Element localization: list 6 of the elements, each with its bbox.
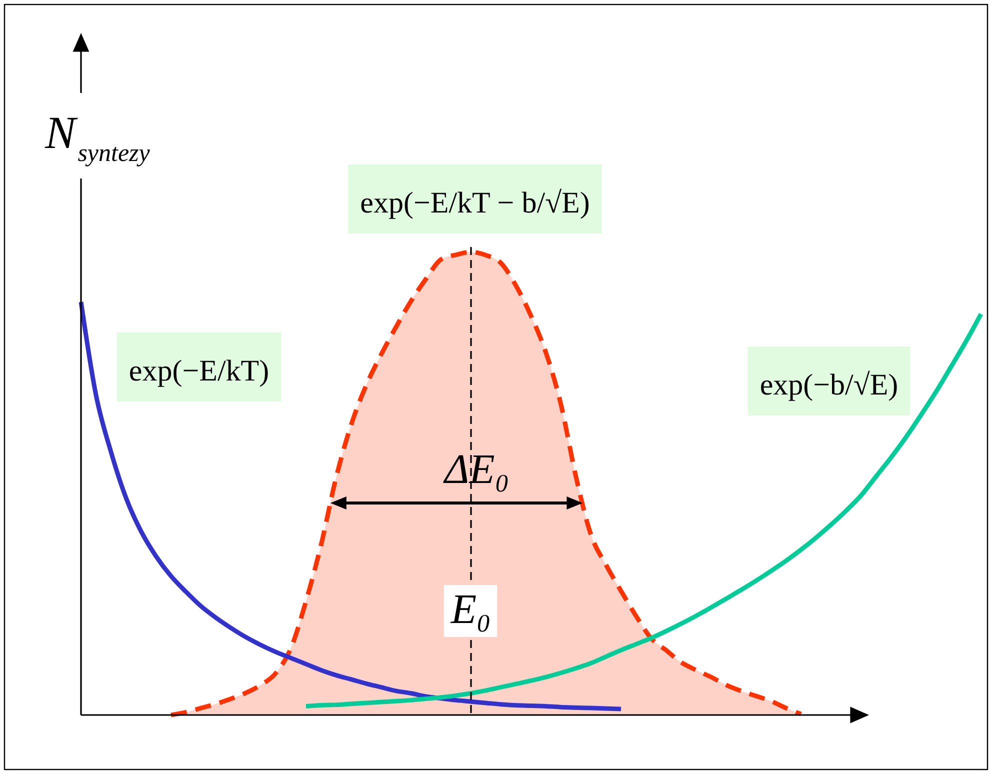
series-label: exp(−E/kT): [128, 354, 270, 388]
series-label: exp(−b/√E): [760, 368, 898, 402]
series-label: exp(−E/kT − b/√E): [360, 186, 590, 220]
y-axis-title: N$_{syntezy}$: [44, 107, 151, 166]
annotation: E₀: [450, 587, 492, 633]
annotation: ΔE₀: [442, 447, 510, 493]
